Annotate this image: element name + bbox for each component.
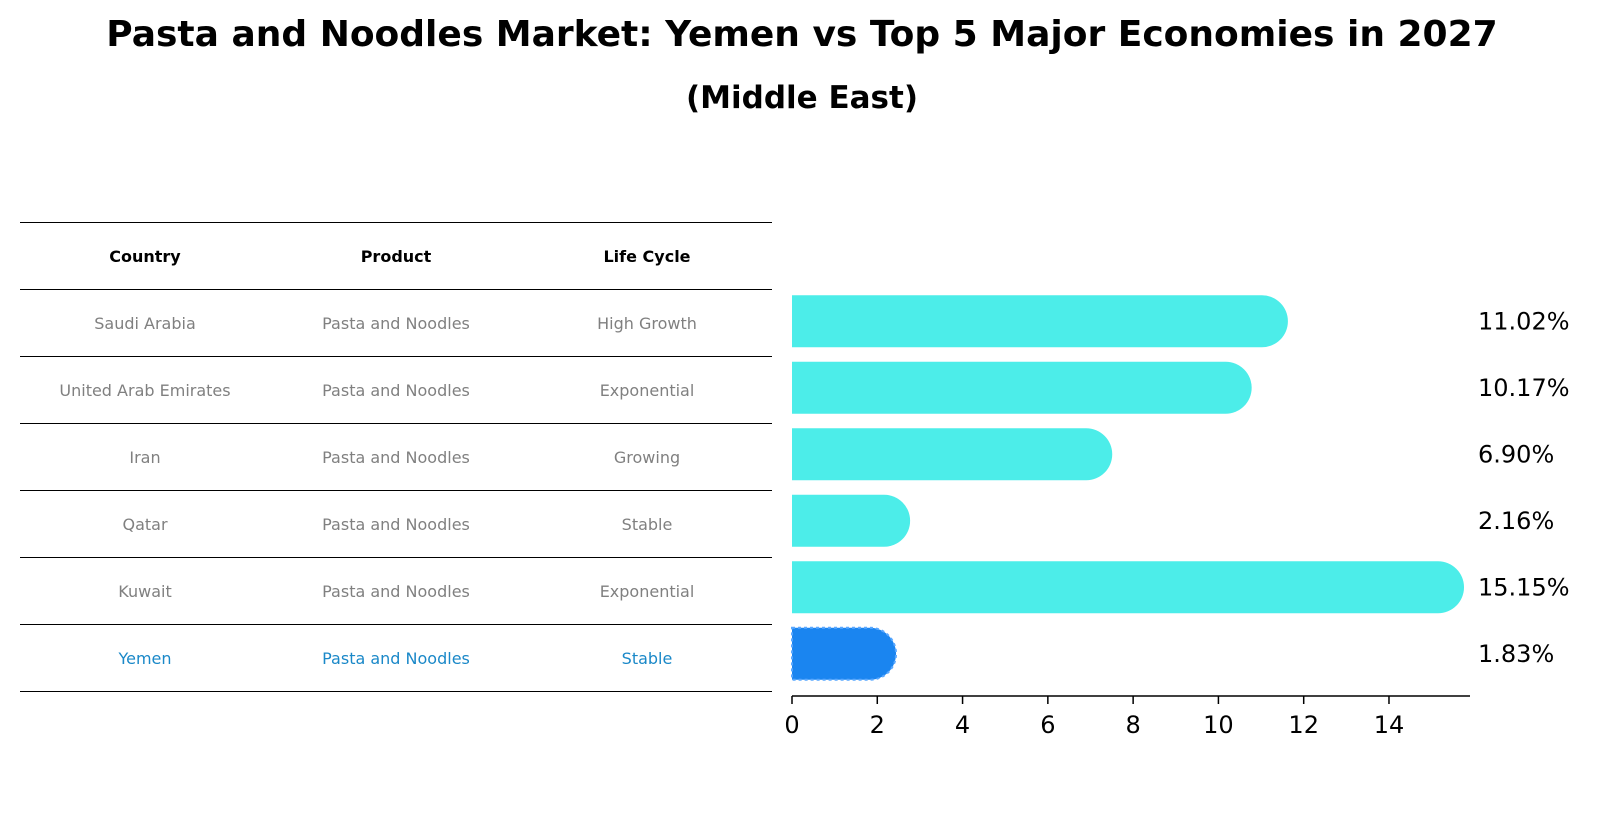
bar-yemen [792,627,897,680]
header-life-cycle: Life Cycle [522,222,772,290]
x-tick-label: 12 [1288,711,1319,739]
x-tick-label: 4 [955,711,970,739]
cell-product: Pasta and Noodles [270,557,522,625]
cell-country: Qatar [20,490,270,558]
bar-saudi-arabia [792,295,1288,348]
x-tick-label: 2 [870,711,885,739]
bar-highlight-outline [791,626,898,681]
cell-product: Pasta and Noodles [270,289,522,357]
table-row: Kuwait Pasta and Noodles Exponential [20,557,772,625]
chart-subtitle: (Middle East) [685,80,918,116]
table-row: Qatar Pasta and Noodles Stable [20,490,772,558]
value-label: 6.90% [1478,440,1554,468]
cell-country: Saudi Arabia [20,289,270,357]
value-label: 1.83% [1478,640,1554,668]
cell-product: Pasta and Noodles [270,490,522,558]
x-tick-label: 6 [1040,711,1055,739]
x-tick-label: 14 [1374,711,1405,739]
x-tick-label: 0 [784,711,799,739]
cell-country: Iran [20,423,270,491]
value-label: 11.02% [1478,307,1570,335]
table-row: Iran Pasta and Noodles Growing [20,423,772,491]
bar-kuwait [792,561,1465,614]
cell-life-cycle: Exponential [522,557,772,625]
value-label: 15.15% [1478,573,1570,601]
bar-iran [792,428,1113,481]
cell-life-cycle: Exponential [522,356,772,424]
table-row-highlight: Yemen Pasta and Noodles Stable [20,624,772,692]
cell-product: Pasta and Noodles [270,356,522,424]
x-tick-label: 8 [1125,711,1140,739]
cell-life-cycle: High Growth [522,289,772,357]
value-label: 2.16% [1478,507,1554,535]
cell-life-cycle: Stable [522,490,772,558]
table-row: United Arab Emirates Pasta and Noodles E… [20,356,772,424]
bar-qatar [792,494,911,547]
cell-life-cycle: Growing [522,423,772,491]
chart-title: Pasta and Noodles Market: Yemen vs Top 5… [106,14,1498,55]
cell-product: Pasta and Noodles [270,624,522,692]
country-table: Country Product Life Cycle Saudi Arabia … [20,222,772,692]
cell-country: Kuwait [20,557,270,625]
header-product: Product [270,222,522,290]
cell-life-cycle: Stable [522,624,772,692]
cell-product: Pasta and Noodles [270,423,522,491]
cell-country: United Arab Emirates [20,356,270,424]
table-row: Saudi Arabia Pasta and Noodles High Grow… [20,289,772,357]
cell-country: Yemen [20,624,270,692]
x-tick-label: 10 [1203,711,1234,739]
bar-united-arab-emirates [792,361,1252,414]
value-label: 10.17% [1478,374,1570,402]
table-header-row: Country Product Life Cycle [20,222,772,290]
header-country: Country [20,222,270,290]
